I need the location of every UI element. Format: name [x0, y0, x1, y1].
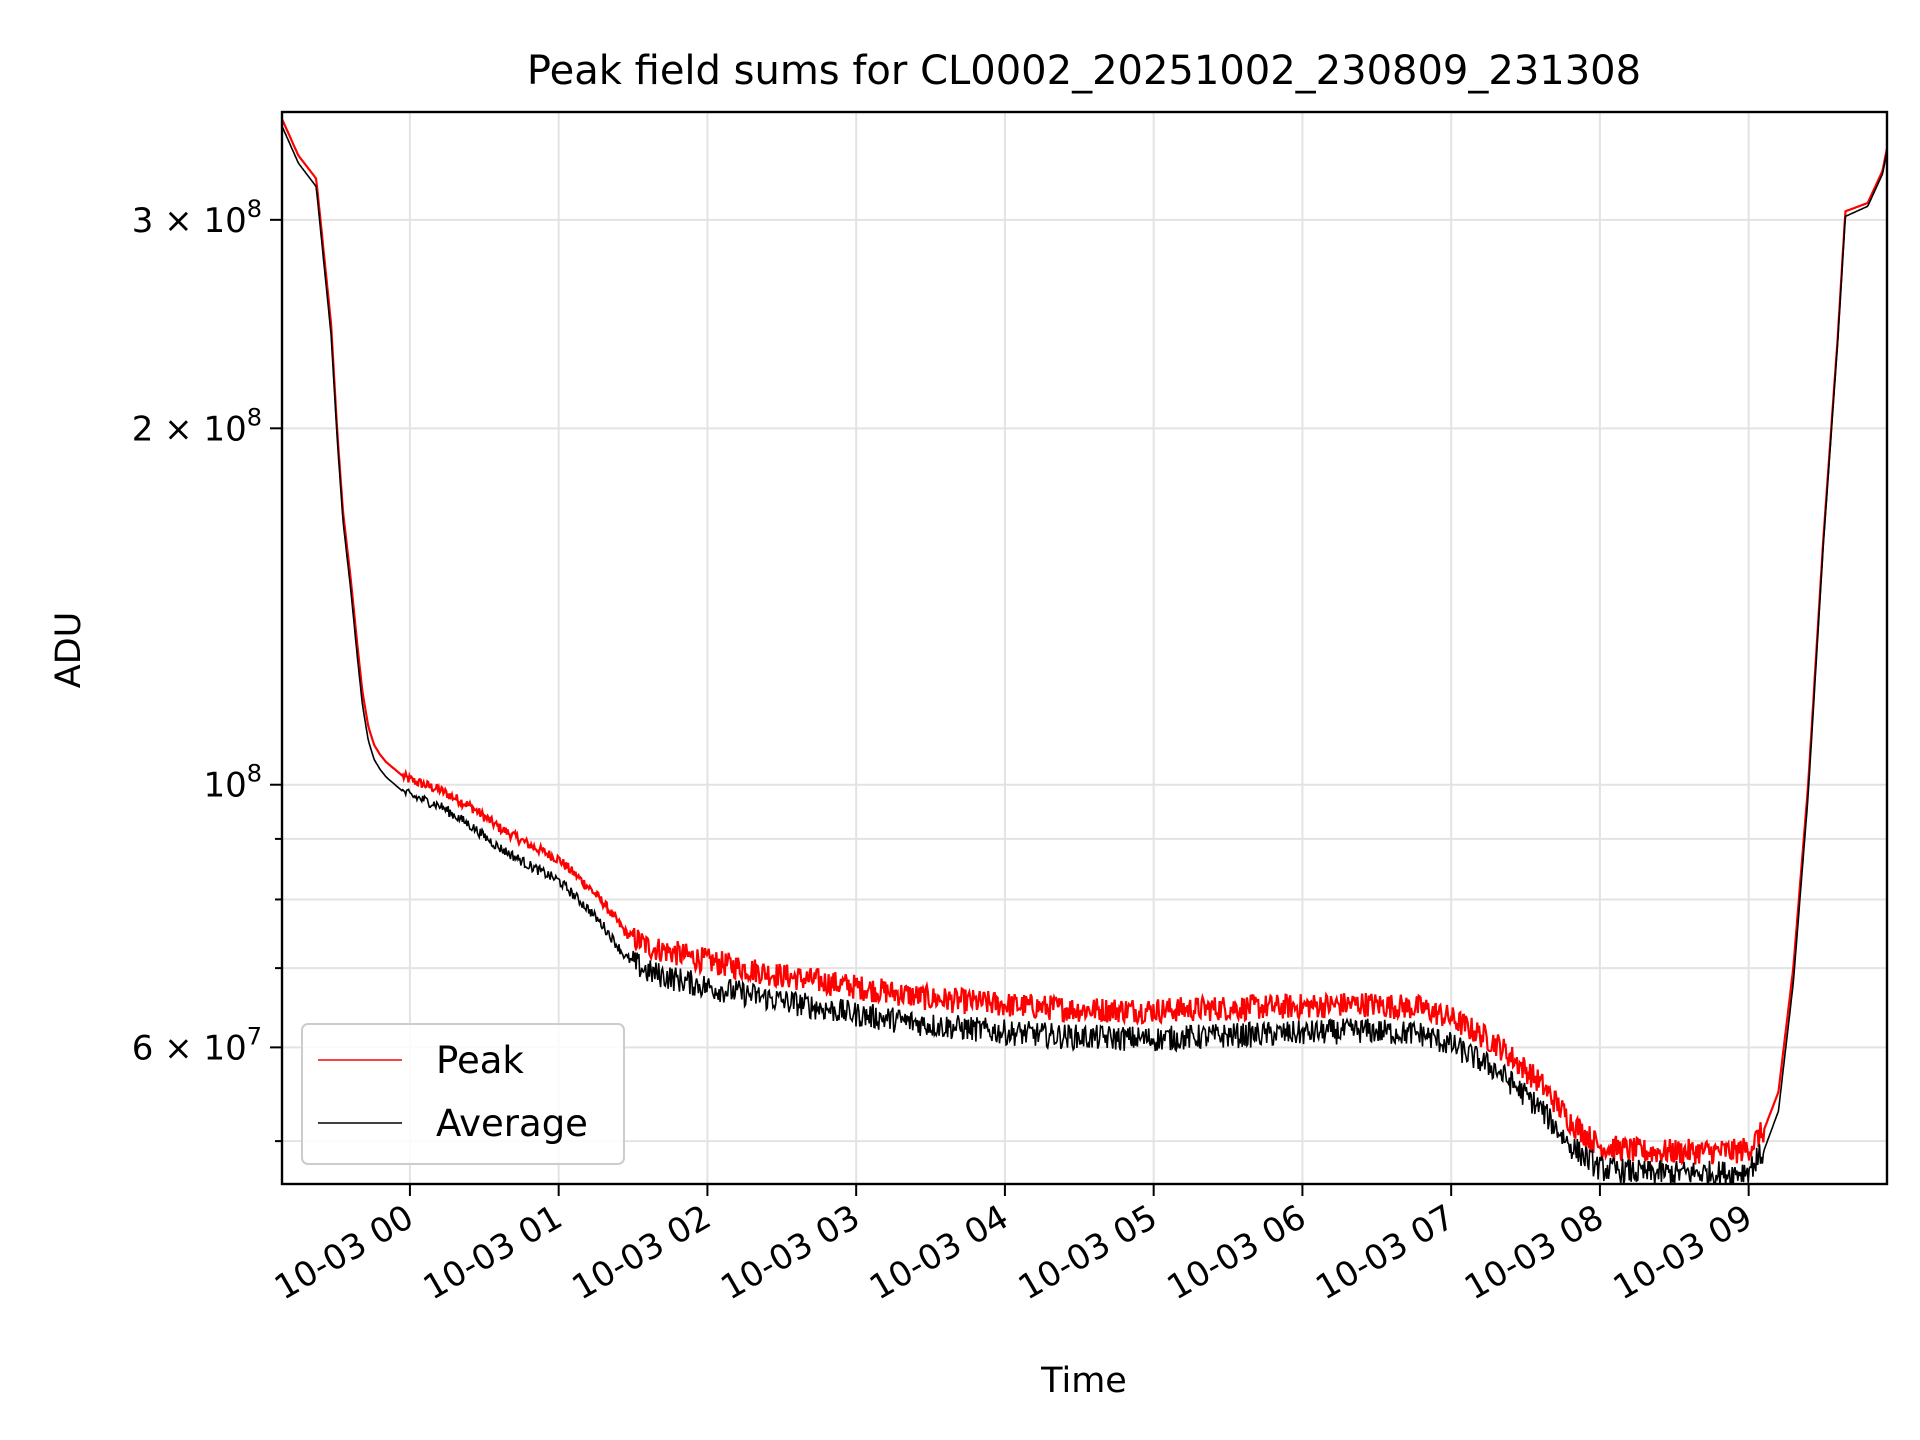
- y-tick-label-base: 10: [203, 766, 246, 806]
- y-tick-label-exponent: 8: [247, 760, 262, 788]
- y-tick-label: 6 × 107: [132, 1022, 262, 1068]
- y-tick-label: 3 × 108: [132, 195, 262, 241]
- legend-label-average: Average: [436, 1102, 588, 1145]
- y-tick-label-exponent: 8: [247, 403, 262, 431]
- legend-frame: [301, 1023, 625, 1165]
- legend-label-peak: Peak: [436, 1039, 524, 1082]
- y-tick-label-base: 3 × 10: [132, 201, 247, 241]
- grid: [282, 112, 1887, 1184]
- plot-frame: [280, 110, 1889, 1186]
- series-line-peak: [282, 118, 1887, 1166]
- series-line-average: [282, 125, 1887, 1184]
- y-tick-label-base: 6 × 10: [132, 1028, 247, 1068]
- chart-title: Peak field sums for CL0002_20251002_2308…: [527, 48, 1641, 94]
- y-tick-label-base: 2 × 10: [132, 409, 247, 449]
- legend: Peak Average: [301, 1023, 625, 1165]
- y-tick-label: 2 × 108: [132, 403, 262, 449]
- x-axis-label: Time: [1040, 1361, 1127, 1401]
- y-tick-label-exponent: 8: [247, 195, 262, 223]
- y-tick-label: 108: [203, 760, 262, 806]
- y-axis-label: ADU: [49, 612, 89, 689]
- series-layer: [282, 118, 1887, 1184]
- y-tick-label-exponent: 7: [247, 1022, 262, 1050]
